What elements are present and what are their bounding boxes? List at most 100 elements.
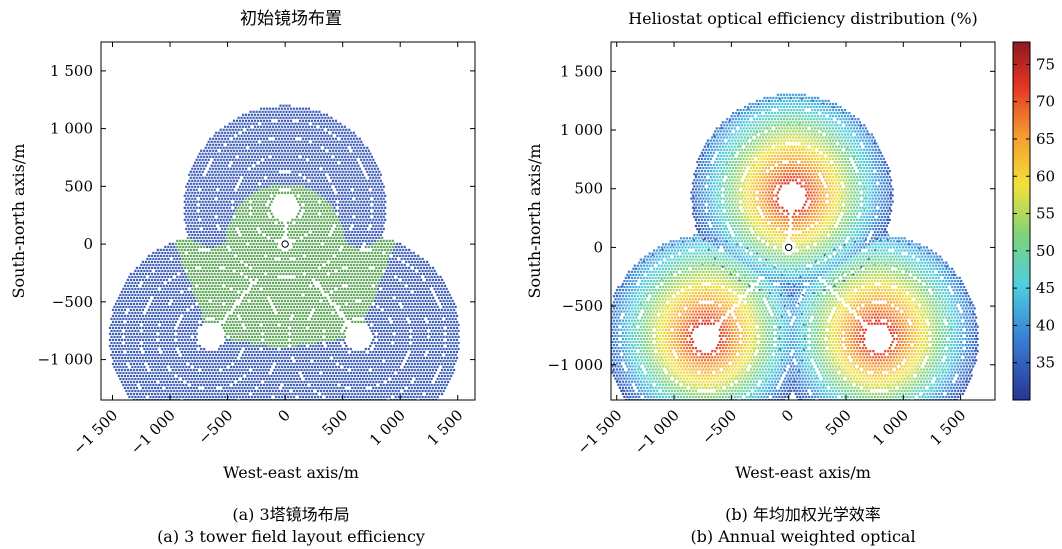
heliostat-point (131, 341, 134, 345)
heliostat-point (144, 326, 147, 329)
heliostat-point (110, 347, 113, 351)
heliostat-point (222, 398, 225, 400)
heliostat-point (179, 341, 182, 345)
heliostat-point (134, 317, 137, 320)
heliostat-point (333, 386, 336, 390)
heliostat-point (156, 386, 159, 390)
heliostat-point (376, 317, 379, 320)
heliostat-point (246, 332, 249, 335)
heliostat-point (289, 371, 293, 375)
heliostat-point (258, 320, 261, 323)
heliostat-point (319, 251, 322, 254)
heliostat-point (340, 281, 343, 284)
heliostat-point (325, 329, 328, 332)
heliostat-point (246, 308, 249, 311)
heliostat-point (430, 371, 433, 375)
heliostat-point (152, 323, 155, 326)
heliostat-point (152, 293, 155, 296)
heliostat-point (315, 362, 318, 366)
heliostat-point (180, 380, 183, 384)
heliostat-point (215, 395, 218, 399)
heliostat-point (110, 353, 113, 357)
heliostat-point (390, 260, 393, 263)
heliostat-point (355, 389, 358, 393)
heliostat-point (387, 272, 390, 275)
heliostat-point (330, 278, 333, 281)
heliostat-point (113, 311, 116, 314)
heliostat-point (150, 380, 153, 384)
heliostat-point (159, 308, 162, 311)
heliostat-point (351, 260, 354, 263)
heliostat-point (393, 368, 396, 372)
heliostat-point (345, 296, 348, 299)
heliostat-point (266, 383, 269, 387)
heliostat-point (358, 383, 361, 387)
heliostat-point (300, 320, 303, 323)
heliostat-point (243, 278, 246, 281)
heliostat-point (324, 302, 327, 305)
heliostat-point (373, 383, 376, 387)
heliostat-point (417, 302, 420, 305)
heliostat-point (387, 386, 390, 390)
heliostat-point (280, 353, 284, 357)
heliostat-point (213, 278, 216, 281)
heliostat-point (219, 290, 222, 293)
heliostat-point (312, 296, 315, 299)
heliostat-point (264, 284, 267, 287)
heliostat-point (252, 356, 255, 360)
heliostat-point (273, 344, 276, 348)
heliostat-point (257, 383, 260, 387)
heliostat-point (143, 317, 146, 320)
heliostat-point (215, 359, 218, 363)
heliostat-point (153, 320, 156, 323)
heliostat-point (213, 356, 216, 360)
heliostat-point (397, 353, 400, 357)
heliostat-point (418, 317, 421, 320)
heliostat-point (375, 254, 378, 257)
heliostat-point (176, 269, 179, 272)
heliostat-point (182, 263, 185, 266)
heliostat-point (384, 368, 387, 372)
heliostat-point (248, 359, 251, 363)
heliostat-point (137, 341, 140, 345)
heliostat-point (224, 293, 227, 296)
heliostat-point (261, 374, 264, 378)
heliostat-point (243, 398, 246, 400)
heliostat-point (295, 275, 299, 278)
heliostat-point (194, 263, 197, 266)
heliostat-point (315, 398, 318, 400)
heliostat-point (277, 335, 281, 338)
heliostat-point (209, 251, 212, 254)
heliostat-point (408, 386, 411, 390)
heliostat-point (394, 281, 397, 284)
heliostat-point (132, 350, 135, 354)
heliostat-point (379, 383, 382, 387)
heliostat-point (236, 269, 239, 272)
heliostat-point (137, 275, 140, 278)
heliostat-point (388, 383, 391, 387)
heliostat-point (234, 260, 237, 263)
heliostat-point (191, 317, 194, 320)
heliostat-point (224, 395, 227, 399)
heliostat-point (206, 299, 209, 302)
heliostat-point (304, 257, 308, 260)
heliostat-point (195, 386, 198, 390)
heliostat-point (417, 338, 420, 341)
heliostat-point (234, 284, 237, 287)
heliostat-point (254, 323, 257, 326)
heliostat-point (252, 350, 255, 354)
heliostat-point (424, 335, 427, 338)
heliostat-point (358, 365, 361, 369)
heliostat-point (237, 386, 240, 390)
heliostat-point (309, 380, 312, 384)
heliostat-point (387, 344, 390, 348)
heliostat-point (394, 383, 397, 387)
heliostat-point (307, 335, 310, 338)
heliostat-point (126, 344, 129, 348)
heliostat-point (234, 278, 237, 281)
heliostat-point (289, 395, 293, 399)
heliostat-point (251, 311, 254, 314)
heliostat-point (435, 380, 438, 384)
heliostat-point (454, 305, 457, 308)
heliostat-point (279, 356, 282, 360)
